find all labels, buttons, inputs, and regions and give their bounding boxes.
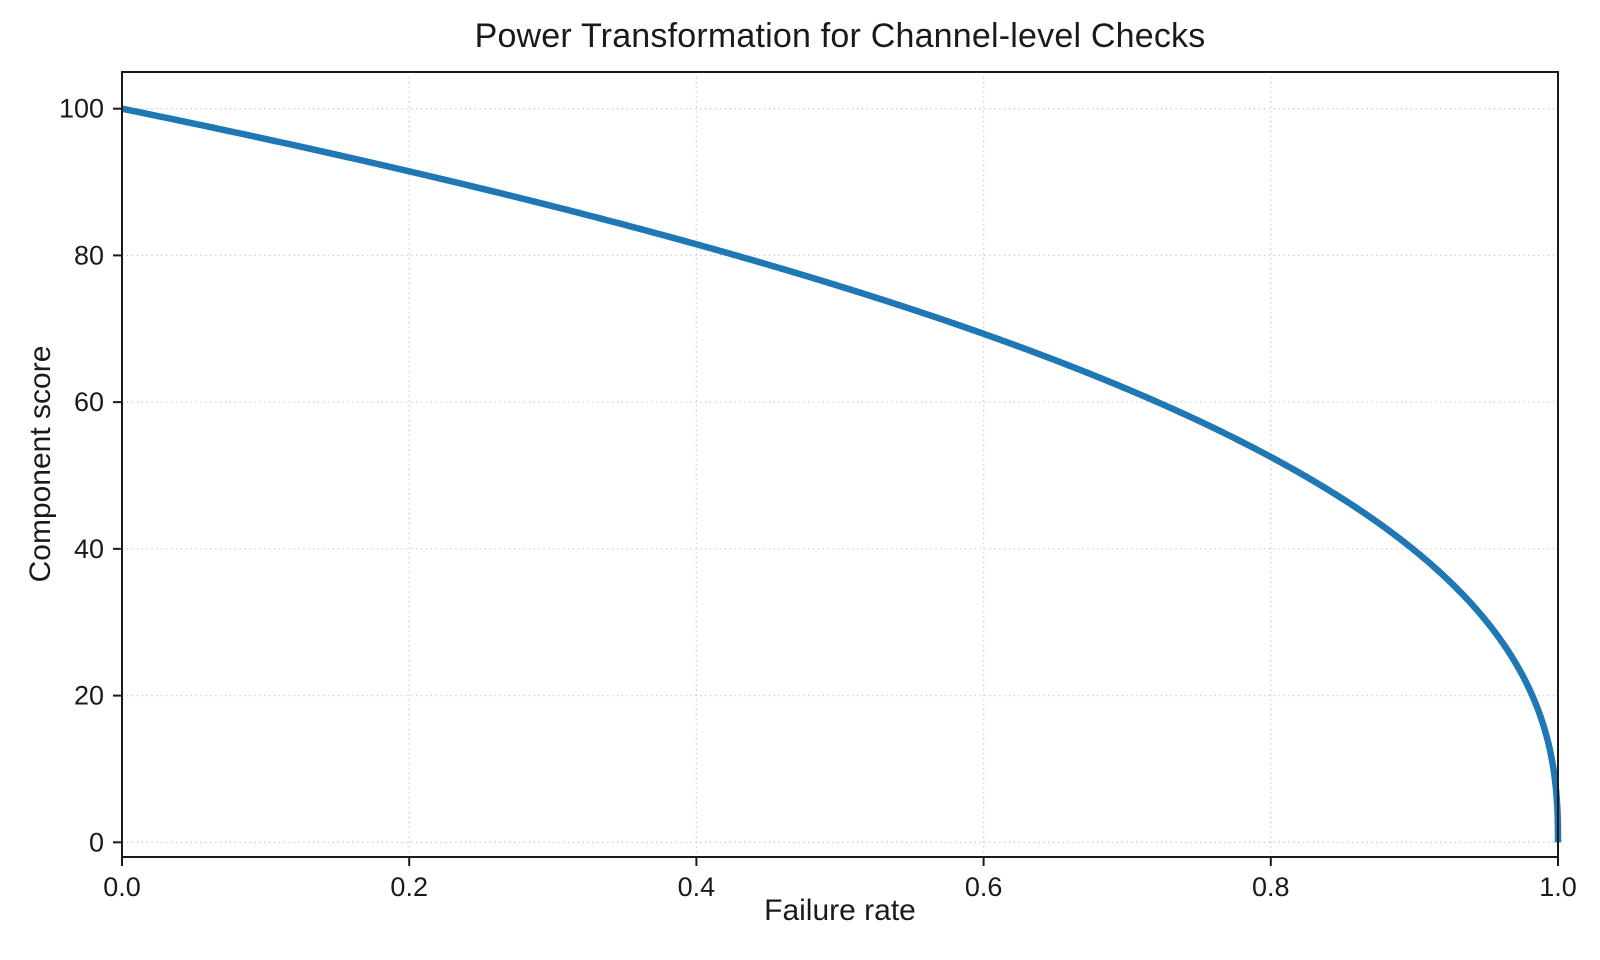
y-tick-label: 60 [74, 387, 104, 417]
plot-border [121, 71, 1559, 858]
axes-spines [121, 71, 1559, 858]
x-tick-label: 0.2 [390, 872, 428, 902]
gridlines [121, 72, 1559, 857]
chart-title: Power Transformation for Channel-level C… [474, 17, 1206, 55]
x-axis-label: Failure rate [764, 894, 916, 927]
y-axis-label: Component score [24, 345, 57, 583]
x-tick-label: 0.6 [965, 872, 1003, 902]
y-tick-label: 0 [89, 827, 104, 857]
curve-path [121, 105, 1562, 843]
y-tick-label: 20 [74, 681, 104, 711]
y-tick-label: 100 [59, 94, 104, 124]
y-tick-label: 40 [74, 534, 104, 564]
x-tick-label: 0.0 [103, 872, 141, 902]
x-tick-label: 0.8 [1252, 872, 1290, 902]
x-tick-label: 1.0 [1539, 872, 1577, 902]
y-tick-label: 80 [74, 240, 104, 270]
x-tick-label: 0.4 [678, 872, 716, 902]
curve [121, 105, 1562, 843]
axis-ticks: 0.0 0.2 0.4 0.6 0.8 1.0 0 20 40 60 80 100 [59, 94, 1577, 903]
